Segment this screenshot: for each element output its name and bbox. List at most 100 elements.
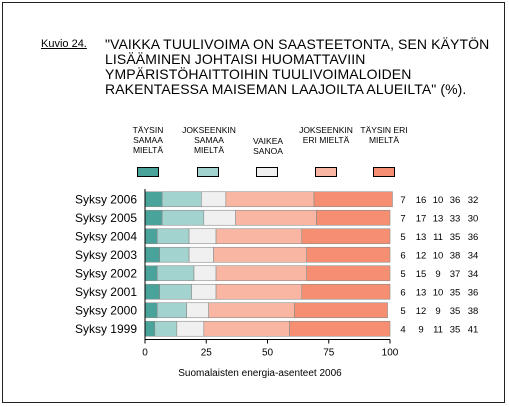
category-label-syksy-2006: Syksy 2006 [75,192,137,206]
value-label-syksy-2006-s5: 32 [468,195,479,206]
bar-segment-syksy-2003-s5 [306,246,391,263]
value-label-syksy-2001-s2: 13 [416,287,427,298]
legend-label-jokseenkin-eri: Jokseenkin eri mieltä [299,125,353,145]
bar-segment-syksy-2006-s5 [313,191,393,208]
value-label-syksy-2003-s1: 6 [400,250,405,261]
legend-swatch-jokseenkin-samaa [197,167,219,177]
legend-swatch-taysin-samaa [137,167,159,177]
bar-segment-syksy-2006-s3 [201,191,227,208]
source-caption: Suomalaisten energia-asenteet 2006 [178,368,342,379]
category-label-syksy-2004: Syksy 2004 [75,229,137,243]
value-label-syksy-2001-s1: 6 [400,287,405,298]
value-label-syksy-2001-s3: 10 [433,287,444,298]
value-label-syksy-2006-s3: 10 [433,195,444,206]
bar-segment-syksy-2006-s2 [161,191,202,208]
value-label-syksy-2004-s3: 11 [433,232,443,243]
x-tick-label-25: 25 [201,348,213,359]
chart-title: "VAIKKA TUULIVOIMA ON SAASTEETONTA, SEN … [105,36,490,97]
bar-segment-syksy-1999-s1 [144,320,156,337]
figure-number: Kuvio 24. [41,38,87,50]
value-label-syksy-2000-s3: 9 [435,306,440,317]
x-tick-label-50: 50 [262,348,274,359]
bar-segment-syksy-2001-s5 [301,283,391,300]
value-label-syksy-2002-s3: 9 [435,269,440,280]
category-label-syksy-2003: Syksy 2003 [75,248,137,262]
value-label-syksy-1999-s2: 9 [418,324,423,335]
value-label-syksy-2001-s4: 35 [450,287,461,298]
category-label-syksy-2000: Syksy 2000 [75,303,137,317]
bar-segment-syksy-2002-s4 [215,265,308,282]
legend-swatch-jokseenkin-eri [315,167,337,177]
bar-segment-syksy-2001-s2 [159,283,192,300]
bar-segment-syksy-2004-s4 [215,228,303,245]
bar-segment-syksy-1999-s3 [176,320,205,337]
value-label-syksy-1999-s4: 35 [450,324,461,335]
bar-segment-syksy-2003-s2 [159,246,190,263]
category-label-syksy-2001: Syksy 2001 [75,285,137,299]
bar-segment-syksy-2002-s1 [144,265,158,282]
bar-segment-syksy-2003-s3 [188,246,214,263]
legend-label-taysin-samaa: Täysin samaa mieltä [132,125,164,155]
value-label-syksy-2006-s2: 16 [416,195,427,206]
value-label-syksy-2005-s5: 30 [468,213,479,224]
value-label-syksy-2000-s4: 35 [450,306,461,317]
value-label-syksy-2005-s1: 7 [400,213,405,224]
value-label-syksy-2002-s4: 37 [450,269,461,280]
x-tick-label-0: 0 [142,348,148,359]
bar-segment-syksy-2000-s5 [294,302,388,319]
value-label-syksy-2002-s5: 34 [468,269,479,280]
bar-segment-syksy-2000-s4 [208,302,295,319]
category-label-syksy-1999: Syksy 1999 [75,322,137,336]
value-label-syksy-1999-s1: 4 [400,324,405,335]
bar-segment-syksy-2001-s1 [144,283,160,300]
value-label-syksy-2006-s1: 7 [400,195,405,206]
legend-label-vaikea-sanoa: Vaikea sanoa [252,136,284,156]
bar-segment-syksy-2002-s5 [306,265,391,282]
bar-segment-syksy-2003-s4 [213,246,308,263]
value-label-syksy-2000-s2: 12 [416,306,427,317]
bar-segment-syksy-1999-s2 [154,320,178,337]
bar-segment-syksy-2002-s2 [156,265,195,282]
bar-segment-syksy-2005-s1 [144,209,163,226]
value-label-syksy-2002-s2: 15 [416,269,427,280]
bar-segment-syksy-2004-s3 [188,228,217,245]
bar-segment-syksy-2006-s4 [225,191,315,208]
bar-segment-syksy-2004-s1 [144,228,158,245]
x-tick-label-100: 100 [382,348,399,359]
value-label-syksy-2004-s2: 13 [416,232,427,243]
bar-segment-syksy-2005-s4 [235,209,317,226]
x-tick-label-75: 75 [323,348,335,359]
legend-swatch-vaikea-sanoa [256,167,278,177]
bar-segment-syksy-2006-s1 [144,191,163,208]
value-label-syksy-1999-s5: 41 [468,324,479,335]
category-label-syksy-2002: Syksy 2002 [75,266,137,280]
value-label-syksy-2004-s1: 5 [400,232,405,243]
bar-segment-syksy-2005-s2 [161,209,205,226]
value-label-syksy-1999-s3: 11 [433,324,443,335]
value-label-syksy-2000-s5: 38 [468,306,479,317]
bar-segment-syksy-2004-s2 [156,228,190,245]
bar-segment-syksy-2000-s2 [156,302,187,319]
legend-swatch-taysin-eri [373,167,395,177]
value-label-syksy-2002-s1: 5 [400,269,405,280]
value-label-syksy-2005-s4: 33 [450,213,461,224]
bar-segment-syksy-2002-s3 [193,265,217,282]
bar-segment-syksy-1999-s5 [289,320,391,337]
value-label-syksy-2003-s5: 34 [468,250,479,261]
bar-segment-syksy-2005-s3 [203,209,236,226]
bar-segment-syksy-2000-s3 [186,302,209,319]
value-label-syksy-2004-s4: 35 [450,232,461,243]
value-label-syksy-2003-s3: 10 [433,250,444,261]
legend-label-jokseenkin-samaa: Jokseenkin samaa mieltä [182,125,236,155]
value-label-syksy-2003-s2: 12 [416,250,427,261]
bar-segment-syksy-2005-s5 [316,209,391,226]
value-label-syksy-2004-s5: 36 [468,232,479,243]
legend-label-taysin-eri: Täysin eri mieltä [360,125,408,145]
category-label-syksy-2005: Syksy 2005 [75,211,137,225]
value-label-syksy-2003-s4: 38 [450,250,461,261]
bar-segment-syksy-2003-s1 [144,246,160,263]
bar-segment-syksy-2001-s4 [215,283,303,300]
bar-segment-syksy-2004-s5 [301,228,391,245]
bar-segment-syksy-2001-s3 [191,283,217,300]
